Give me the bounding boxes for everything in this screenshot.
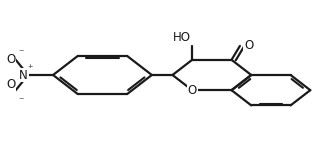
Text: ⁺: ⁺	[27, 64, 32, 74]
Text: O: O	[244, 39, 253, 52]
Text: HO: HO	[173, 31, 191, 44]
Text: ⁻: ⁻	[19, 97, 24, 106]
Text: ⁻: ⁻	[19, 48, 24, 58]
Text: N: N	[19, 69, 28, 81]
Text: O: O	[188, 84, 197, 97]
Text: O: O	[6, 53, 15, 66]
Text: O: O	[6, 78, 15, 91]
